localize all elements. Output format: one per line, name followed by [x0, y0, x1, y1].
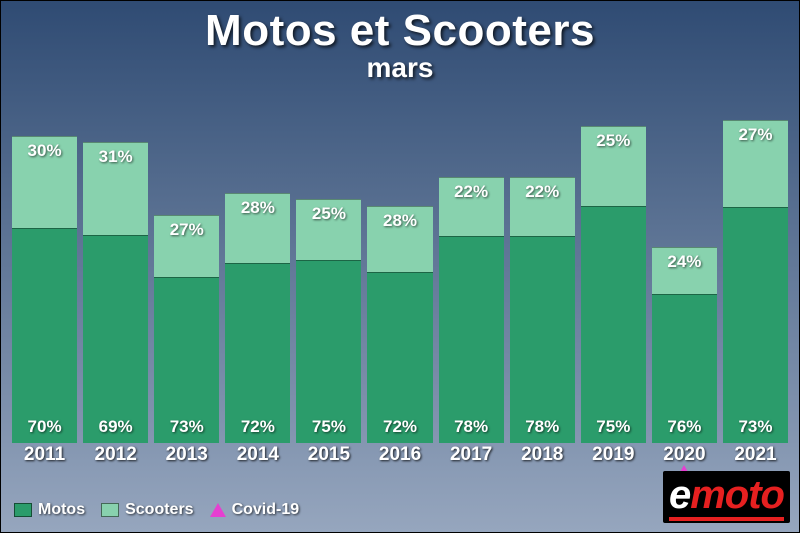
x-axis-year: 2011: [12, 443, 77, 467]
x-axis-year: 2013: [154, 443, 219, 467]
bar-column: 28% 72%: [367, 120, 432, 443]
bar-segment-motos: 69%: [83, 235, 148, 443]
bar-stack: 27% 73%: [154, 215, 219, 443]
bar-stack: 31% 69%: [83, 142, 148, 443]
bar-stack: 27% 73%: [723, 120, 788, 443]
scooters-pct-label: 27%: [154, 220, 219, 240]
x-axis-year: 2021: [723, 443, 788, 467]
scooters-pct-label: 30%: [12, 141, 77, 161]
x-axis-year: 2017: [439, 443, 504, 467]
bar-column: 27% 73%: [723, 120, 788, 443]
legend-item: Scooters: [101, 501, 193, 519]
scooters-pct-label: 25%: [296, 204, 361, 224]
x-axis-labels: 201120122013201420152016 2017201820192020…: [10, 443, 790, 467]
bar-segment-motos: 72%: [225, 263, 290, 443]
bar-column: 25% 75%: [296, 120, 361, 443]
bar-segment-motos: 75%: [581, 206, 646, 443]
legend-swatch: [14, 503, 32, 517]
bar-segment-motos: 72%: [367, 272, 432, 443]
logo-text-rest: moto: [690, 473, 784, 517]
motos-pct-label: 78%: [510, 417, 575, 437]
motos-pct-label: 72%: [367, 417, 432, 437]
bar-segment-motos: 73%: [723, 207, 788, 443]
x-axis-year: 2019: [581, 443, 646, 467]
legend-label: Motos: [38, 501, 85, 519]
motos-pct-label: 75%: [296, 417, 361, 437]
bar-stack: 25% 75%: [296, 199, 361, 443]
motos-pct-label: 75%: [581, 417, 646, 437]
bar-column: 30% 70%: [12, 120, 77, 443]
bar-segment-scooters: 24%: [652, 247, 717, 294]
bar-segment-scooters: 27%: [723, 120, 788, 207]
bar-stack: 22% 78%: [439, 177, 504, 443]
chart-area: 30% 70% 31% 69% 27% 73% 28% 72% 25% 75% 28% 72% 22% 7…: [10, 120, 790, 467]
logo-letter-e: e: [669, 473, 690, 517]
bar-column: 28% 72%: [225, 120, 290, 443]
scooters-pct-label: 28%: [367, 211, 432, 231]
bar-stack: 24% 76%: [652, 247, 717, 443]
bar-segment-motos: 78%: [439, 236, 504, 443]
logo: emoto: [663, 471, 790, 523]
scooters-pct-label: 28%: [225, 198, 290, 218]
chart-title: Motos et Scooters: [0, 6, 800, 56]
scooters-pct-label: 22%: [439, 182, 504, 202]
bar-column: 27% 73%: [154, 120, 219, 443]
scooters-pct-label: 31%: [83, 147, 148, 167]
x-axis-year: 2015: [296, 443, 361, 467]
legend-item: Motos: [14, 501, 85, 519]
scooters-pct-label: 27%: [723, 125, 788, 145]
bar-segment-motos: 76%: [652, 294, 717, 443]
legend-label: Scooters: [125, 501, 193, 519]
bar-segment-motos: 78%: [510, 236, 575, 443]
legend-item: Covid-19: [210, 501, 300, 519]
bar-stack: 28% 72%: [367, 206, 432, 444]
legend-swatch: [101, 503, 119, 517]
bar-segment-scooters: 25%: [296, 199, 361, 260]
title-area: Motos et Scooters mars: [0, 0, 800, 84]
motos-pct-label: 73%: [154, 417, 219, 437]
bar-stack: 30% 70%: [12, 136, 77, 443]
bar-segment-motos: 73%: [154, 277, 219, 443]
x-axis-year: 2018: [510, 443, 575, 467]
bar-segment-scooters: 22%: [510, 177, 575, 236]
x-axis-year: 2016: [367, 443, 432, 467]
bar-column: 24% 76%: [652, 120, 717, 443]
logo-underline: [669, 517, 784, 521]
bar-segment-scooters: 30%: [12, 136, 77, 228]
legend-triangle-icon: [210, 503, 226, 517]
bar-stack: 25% 75%: [581, 126, 646, 443]
bar-segment-motos: 70%: [12, 228, 77, 443]
bar-stack: 28% 72%: [225, 193, 290, 443]
bar-segment-scooters: 28%: [225, 193, 290, 263]
motos-pct-label: 76%: [652, 417, 717, 437]
bar-segment-scooters: 31%: [83, 142, 148, 235]
motos-pct-label: 73%: [723, 417, 788, 437]
bar-column: 31% 69%: [83, 120, 148, 443]
bar-segment-scooters: 28%: [367, 206, 432, 273]
bar-segment-motos: 75%: [296, 260, 361, 443]
bar-column: 25% 75%: [581, 120, 646, 443]
legend: Motos Scooters Covid-19: [14, 501, 299, 519]
motos-pct-label: 70%: [12, 417, 77, 437]
bar-segment-scooters: 25%: [581, 126, 646, 205]
bar-column: 22% 78%: [439, 120, 504, 443]
scooters-pct-label: 25%: [581, 131, 646, 151]
bar-stack: 22% 78%: [510, 177, 575, 443]
bar-column: 22% 78%: [510, 120, 575, 443]
logo-text: emoto: [669, 475, 784, 515]
chart-subtitle: mars: [0, 52, 800, 84]
bars-container: 30% 70% 31% 69% 27% 73% 28% 72% 25% 75% 28% 72% 22% 7…: [10, 120, 790, 443]
legend-label: Covid-19: [232, 501, 300, 519]
scooters-pct-label: 22%: [510, 182, 575, 202]
x-axis-year: 2014: [225, 443, 290, 467]
scooters-pct-label: 24%: [652, 252, 717, 272]
bar-segment-scooters: 27%: [154, 215, 219, 277]
motos-pct-label: 72%: [225, 417, 290, 437]
x-axis-year: 2012: [83, 443, 148, 467]
bar-segment-scooters: 22%: [439, 177, 504, 236]
motos-pct-label: 78%: [439, 417, 504, 437]
x-axis-year: 2020: [652, 443, 717, 467]
motos-pct-label: 69%: [83, 417, 148, 437]
